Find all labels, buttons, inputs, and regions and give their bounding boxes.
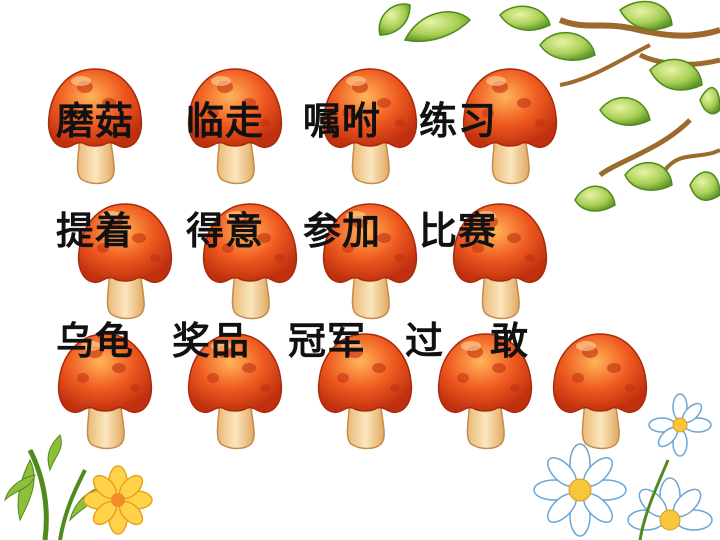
vocab-word: 磨菇: [56, 99, 135, 143]
plant-bottom-left-icon: [4, 434, 106, 540]
vocab-word: 嘱咐: [303, 99, 382, 143]
daisy-icon: [627, 477, 713, 531]
vocab-word: 练习: [419, 99, 498, 143]
vocab-word: 比赛: [419, 209, 498, 253]
vocab-word: 临走: [186, 99, 265, 143]
vocab-word: 奖品: [172, 319, 251, 363]
daisy-icon: [533, 443, 627, 537]
vocab-word: 冠军: [288, 319, 367, 363]
vocab-word: 参加: [303, 209, 382, 253]
vocab-word: 乌龟: [56, 319, 135, 363]
flower-yellow-icon: [83, 465, 153, 535]
mushroom-icon: [550, 330, 650, 450]
vocab-word: 得意: [186, 209, 265, 253]
daisy-icon: [648, 393, 712, 457]
vocab-word: 提着: [56, 209, 135, 253]
vocab-word: 过: [405, 319, 445, 363]
vocab-word: 敢: [490, 319, 530, 363]
